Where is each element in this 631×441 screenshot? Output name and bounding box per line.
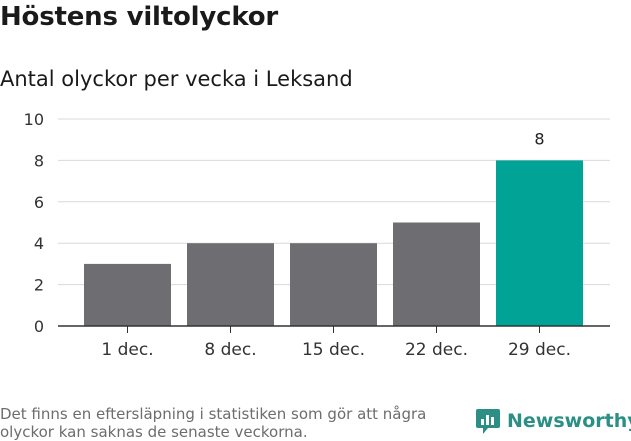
bar-1-dec	[84, 263, 171, 326]
bar-22-dec	[393, 222, 480, 326]
y-axis-ticks: 0 2 4 6 8 10	[24, 110, 44, 336]
bar-8-dec	[187, 243, 274, 326]
brand-name: Newsworthy	[507, 410, 631, 432]
x-tick-label: 8 dec.	[204, 340, 256, 360]
newsworthy-logo-icon	[476, 409, 500, 434]
brand: Newsworthy	[475, 407, 631, 435]
chart-subtitle: Antal olyckor per vecka i Leksand	[0, 67, 353, 91]
x-tick-label: 1 dec.	[101, 340, 153, 360]
bar-chart: 0 2 4 6 8 10 1 dec. 8 dec. 15 dec. 22 dec. 29 dec…	[24, 110, 610, 360]
y-tick-label: 8	[34, 151, 44, 170]
chart-title: Höstens viltolyckor	[0, 2, 279, 32]
y-tick-label: 6	[34, 193, 44, 212]
x-axis-ticks: 1 dec. 8 dec. 15 dec. 22 dec. 29 dec.	[101, 326, 571, 360]
x-tick-label: 22 dec.	[405, 340, 468, 360]
y-tick-label: 2	[34, 276, 44, 295]
x-tick-label: 29 dec.	[508, 340, 571, 360]
footnote: Det finns en eftersläpning i statistiken…	[0, 405, 427, 441]
y-tick-label: 4	[34, 234, 44, 253]
data-labels: 8	[534, 129, 544, 148]
bars	[84, 160, 583, 326]
y-tick-label: 0	[34, 317, 44, 336]
x-tick-label: 15 dec.	[302, 340, 365, 360]
data-label: 8	[534, 129, 544, 148]
y-tick-label: 10	[24, 110, 44, 129]
bar-29-dec	[496, 160, 583, 326]
bar-15-dec	[290, 243, 377, 326]
